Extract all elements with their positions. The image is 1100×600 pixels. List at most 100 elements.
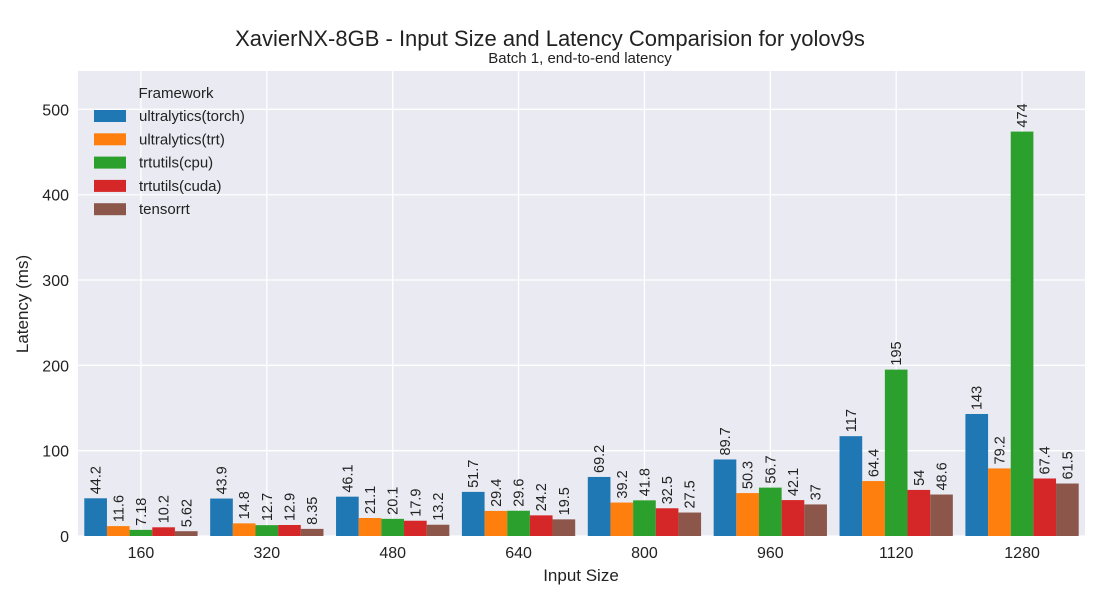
bar-value-label: 56.7 [763,455,779,483]
plot-area [78,71,1085,536]
bar [610,502,634,536]
bar [255,525,279,536]
bar-value-label: 117 [844,409,860,432]
bar-value-label: 21.1 [363,486,379,514]
bar-value-label: 5.62 [179,499,195,527]
bar-value-label: 46.1 [340,464,356,492]
x-tick-label: 640 [505,545,532,562]
bar [713,459,737,536]
bar [106,526,130,536]
x-tick-label: 960 [757,545,784,562]
y-tick-label: 0 [60,529,69,546]
bar-value-label: 69.2 [592,445,608,473]
bar [678,512,702,536]
x-tick-label: 1280 [1004,545,1040,562]
bar [84,498,107,536]
bar-value-label: 42.1 [786,468,802,496]
legend-entry: trtutils(cpu) [139,155,213,172]
bar [300,528,324,536]
bar-value-label: 13.2 [431,493,447,521]
bar-value-label: 11.6 [111,495,127,522]
bar [655,508,679,536]
legend-swatch [94,179,126,192]
bar-value-label: 7.18 [134,498,150,526]
bar-value-label: 29.4 [489,479,505,507]
chart-subtitle: Batch 1, end-to-end latency [488,50,672,67]
bars-group [84,131,1079,536]
bar [278,524,301,536]
bar [804,504,827,536]
legend: Framework ultralytics(torch)ultralytics(… [94,85,245,218]
bar [529,515,553,536]
bar-value-label: 8.35 [305,497,321,525]
bar [907,489,931,536]
bar-value-label: 79.2 [992,436,1008,464]
bar-value-label: 44.2 [89,466,105,494]
bar-value-label: 54 [912,470,928,486]
bar [552,519,576,536]
bar-value-label: 51.7 [466,460,482,488]
bar [507,510,530,536]
y-tick-label: 400 [42,188,69,205]
bar [152,527,175,536]
bar [1033,478,1057,536]
bar [1010,131,1034,536]
x-tick-label: 800 [631,545,658,562]
bar-value-label: 32.5 [660,476,676,504]
bar-value-label: 61.5 [1060,451,1076,479]
bar-value-label: 14.8 [237,491,253,519]
bar [736,493,759,536]
bar [781,500,805,536]
bar [930,494,953,536]
legend-swatch [94,203,126,216]
x-tick-label: 480 [379,545,406,562]
legend-swatch [94,133,126,146]
y-tick-labels: 0 100 200 300 400 500 [42,102,69,546]
x-axis-label: Input Size [543,566,619,585]
bar-value-label: 37 [809,484,825,500]
bar [129,529,153,536]
bar-value-label: 12.9 [282,493,298,521]
bar-value-label: 195 [889,341,905,365]
legend-swatch [94,156,126,169]
bar [381,518,405,536]
gridlines [78,71,1085,537]
legend-entry: ultralytics(torch) [139,108,245,125]
x-tick-label: 1120 [879,545,914,562]
bar-value-label: 39.2 [615,470,631,498]
bar-value-label: 12.7 [260,493,276,521]
bar-value-label: 89.7 [718,427,734,455]
y-axis-label: Latency (ms) [13,255,32,353]
bar [633,500,656,536]
bar [484,510,508,536]
bar [174,531,198,536]
bar-value-label: 19.5 [557,487,573,515]
bar-value-label: 50.3 [741,461,757,489]
bar [461,491,485,536]
bar-value-label: 10.2 [157,495,173,523]
bar-value-label: 67.4 [1038,446,1054,474]
legend-title: Framework [138,85,214,102]
bar-value-label: 27.5 [683,480,699,508]
x-tick-label: 320 [253,545,280,562]
bar-value-label: 143 [970,386,986,410]
y-tick-label: 300 [42,273,69,290]
bar-value-label: 29.6 [512,479,528,507]
bar-value-label: 474 [1015,103,1031,127]
bar [336,496,359,536]
bar-value-label: 48.6 [935,462,951,490]
x-tick-label: 160 [128,545,155,562]
bar [862,481,885,536]
bar [965,413,989,536]
bar-value-label: 20.1 [386,487,402,515]
legend-entry: tensorrt [139,201,191,218]
bar-labels-group: 44.2 43.9 46.1 51.7 69.2 89.7 117 143 11.6 14.8 21… [89,103,1077,527]
bar [988,468,1011,536]
bar [232,523,256,536]
bar-value-label: 41.8 [637,468,653,496]
legend-items: ultralytics(torch) ultralytics(trt) trtuti… [94,108,245,218]
y-tick-label: 500 [42,102,69,119]
bar-value-label: 17.9 [408,488,424,516]
x-tick-labels: 160 320 480 640 800 960 1120 1280 [128,545,1040,562]
